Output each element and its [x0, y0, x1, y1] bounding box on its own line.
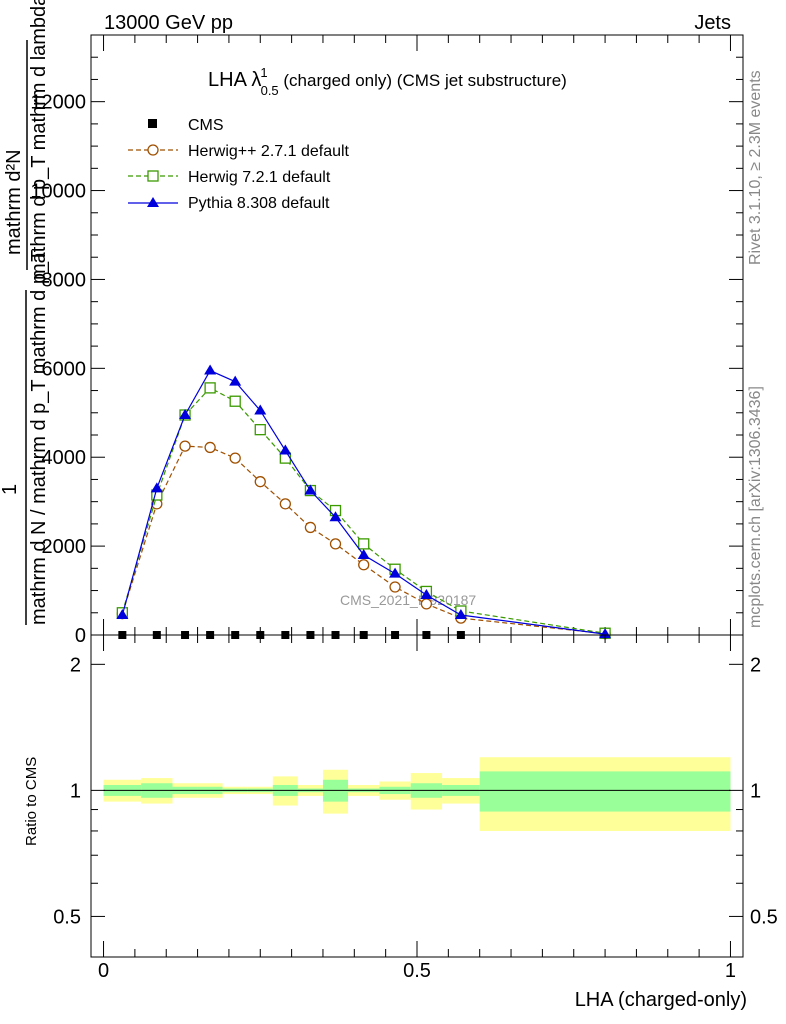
- title-subscript: 0.5: [261, 83, 279, 98]
- legend-entry-pythia: Pythia 8.308 default: [128, 195, 330, 212]
- herwigpp-point: [204, 441, 216, 454]
- herwigpp-point: [358, 559, 370, 571]
- pythia-point: [599, 628, 612, 639]
- legend-entry-herwigpp: Herwig++ 2.7.1 default: [128, 143, 350, 160]
- title-rest: (charged only) (CMS jet substructure): [279, 71, 567, 90]
- ratio-x-tick-label: 0: [98, 960, 109, 982]
- pythia-point: [229, 375, 242, 386]
- herwigpp-point: [179, 440, 191, 452]
- header-energy-label: 13000 GeV pp: [104, 12, 233, 34]
- legend-herwig7-label: Herwig 7.2.1 default: [188, 169, 331, 186]
- ylabel-top-numerator: mathrm d²N: [3, 149, 25, 255]
- pythia-point: [357, 549, 370, 559]
- main-y-tick-label: 4000: [42, 447, 87, 469]
- pythia-point: [420, 589, 433, 599]
- herwig7-point: [358, 538, 370, 550]
- main-y-tick-label: 12000: [30, 92, 86, 114]
- herwigpp-point: [279, 498, 291, 510]
- x-axis-label: LHA (charged-only): [575, 989, 747, 1011]
- ratio-y-tick-label-right: 2: [750, 654, 761, 676]
- main-series-layer: [116, 364, 612, 640]
- pythia-point: [304, 484, 317, 495]
- main-plot-title: LHA λ1 0.5 (charged only) (CMS jet substr…: [208, 65, 567, 98]
- pythia-point: [204, 364, 217, 375]
- pythia-point: [116, 609, 129, 619]
- main-y-tick-label: 6000: [42, 358, 87, 380]
- herwig7-point: [204, 382, 216, 394]
- series-line-1: [121, 445, 606, 635]
- legend-pythia-marker: [147, 197, 159, 207]
- main-y-ticks: 0 2000 4000 6000 8000 10000 12000: [30, 56, 743, 647]
- main-y-tick-label: 2000: [42, 536, 87, 558]
- rivet-version-label: Rivet 3.1.10, ≥ 2.3M events: [747, 70, 764, 265]
- ratio-y-tick-label-right: 0.5: [750, 906, 778, 928]
- legend-herwigpp-label: Herwig++ 2.7.1 default: [188, 143, 350, 160]
- herwig7-point: [254, 424, 266, 436]
- mcplots-label: mcplots.cern.ch [arXiv:1306.3436]: [747, 386, 764, 628]
- ratio-y-ticks: 0.5 0.5 1 1 2 2: [53, 654, 778, 928]
- pythia-point: [389, 567, 402, 578]
- legend-entry-cms: CMS: [148, 117, 224, 134]
- pythia-point: [279, 444, 292, 455]
- ratio-y-tick-label: 1: [70, 780, 81, 802]
- pythia-point: [150, 482, 163, 493]
- legend-pythia-label: Pythia 8.308 default: [188, 195, 330, 212]
- herwigpp-point: [329, 538, 342, 550]
- ratio-x-tick-label: 1: [725, 960, 736, 982]
- ratio-y-tick-label: 0.5: [53, 906, 81, 928]
- ylabel-bottom-numerator: 1: [0, 484, 21, 495]
- ratio-panel: 0.5 0.51 12 2 0 0.5 1 Ratio to CMS LHA (charg…: [23, 634, 778, 1011]
- pythia-point: [454, 609, 467, 619]
- herwigpp-point: [254, 476, 266, 488]
- legend-herwigpp-marker: [147, 144, 159, 156]
- ratio-bands-layer: [103, 757, 731, 831]
- ratio-y-axis-label: Ratio to CMS: [23, 757, 40, 846]
- legend-cms-marker: [148, 119, 157, 128]
- legend-herwig7-marker: [147, 170, 159, 182]
- ylabel-bottom-denominator: mathrm d N / mathrm d p_T mathrm d p_T: [28, 250, 50, 625]
- herwig7-point: [279, 452, 291, 464]
- ylabel-top-denominator: mathrm d p_T mathrm d lambda: [28, 0, 50, 280]
- herwig7-point: [229, 395, 241, 407]
- herwigpp-point: [420, 598, 433, 610]
- header-jets-label: Jets: [694, 12, 731, 34]
- pythia-point: [179, 409, 192, 419]
- title-superscript: 1: [260, 65, 267, 80]
- ratio-y-tick-label: 2: [70, 654, 81, 676]
- main-y-axis-label: mathrm d²N mathrm d p_T mathrm d lambda …: [0, 0, 50, 625]
- pythia-point: [329, 511, 342, 522]
- ratio-x-ticks: 0 0.5 1: [98, 635, 736, 982]
- herwigpp-point: [304, 521, 317, 534]
- main-panel: 0 2000 4000 6000 8000 10000 12000 mathrm d²N m…: [0, 0, 744, 647]
- main-y-tick-label: 8000: [42, 269, 87, 291]
- series-line-3: [121, 369, 606, 635]
- ratio-y-tick-label-right: 1: [750, 780, 761, 802]
- legend-entry-herwig7: Herwig 7.2.1 default: [128, 169, 331, 186]
- main-x-ticks: [103, 35, 731, 635]
- pythia-point: [254, 404, 267, 415]
- ratio-x-tick-label: 0.5: [403, 960, 431, 982]
- main-y-tick-label: 0: [75, 625, 86, 647]
- herwigpp-point: [229, 452, 241, 464]
- herwigpp-point: [389, 581, 401, 593]
- title-main: LHA λ: [208, 69, 261, 91]
- legend-cms-label: CMS: [188, 117, 224, 134]
- ratio-inner-band: [479, 771, 731, 812]
- main-y-tick-label: 10000: [30, 181, 86, 203]
- legend: CMS Herwig++ 2.7.1 default Herwig 7.2.1 …: [128, 117, 350, 212]
